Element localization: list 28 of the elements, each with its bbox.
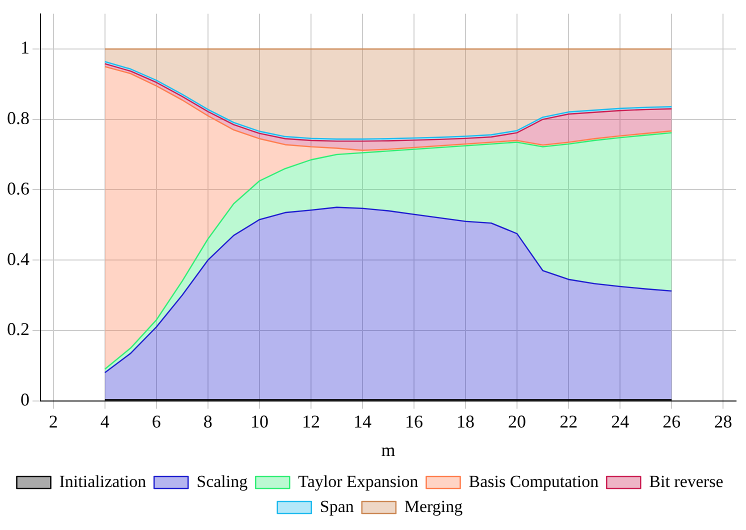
x-tick-label: 14 (353, 411, 372, 432)
legend-label: Bit reverse (649, 472, 724, 491)
x-tick-label: 8 (203, 411, 212, 432)
x-axis-title: m (381, 440, 396, 460)
legend-label: Taylor Expansion (298, 472, 419, 491)
legend-label: Scaling (196, 472, 248, 491)
x-tick-label: 2 (48, 411, 58, 432)
legend-label: Initialization (59, 472, 147, 491)
x-tick-label: 18 (456, 411, 475, 432)
x-tick-label: 28 (714, 411, 732, 432)
x-tick-label: 12 (302, 411, 320, 432)
x-tick-label: 26 (662, 411, 681, 432)
y-tick-label: 0.8 (7, 108, 30, 128)
legend-label: Span (320, 496, 354, 516)
x-tick-label: 20 (508, 411, 526, 432)
x-tick-label: 24 (611, 411, 630, 432)
y-tick-label: 0.4 (7, 248, 30, 269)
x-tick-label: 10 (250, 411, 268, 432)
legend-label: Merging (404, 496, 464, 516)
y-tick-label: 0.2 (7, 319, 30, 340)
y-tick-label: 0 (20, 390, 30, 410)
x-tick-label: 22 (560, 411, 578, 432)
y-tick-label: 0.6 (7, 178, 30, 198)
x-tick-label: 6 (152, 411, 161, 432)
legend-label: Basis Computation (468, 472, 600, 491)
x-tick-label: 16 (405, 411, 424, 432)
x-tick-label: 4 (100, 411, 110, 432)
y-tick-label: 1 (20, 38, 30, 58)
